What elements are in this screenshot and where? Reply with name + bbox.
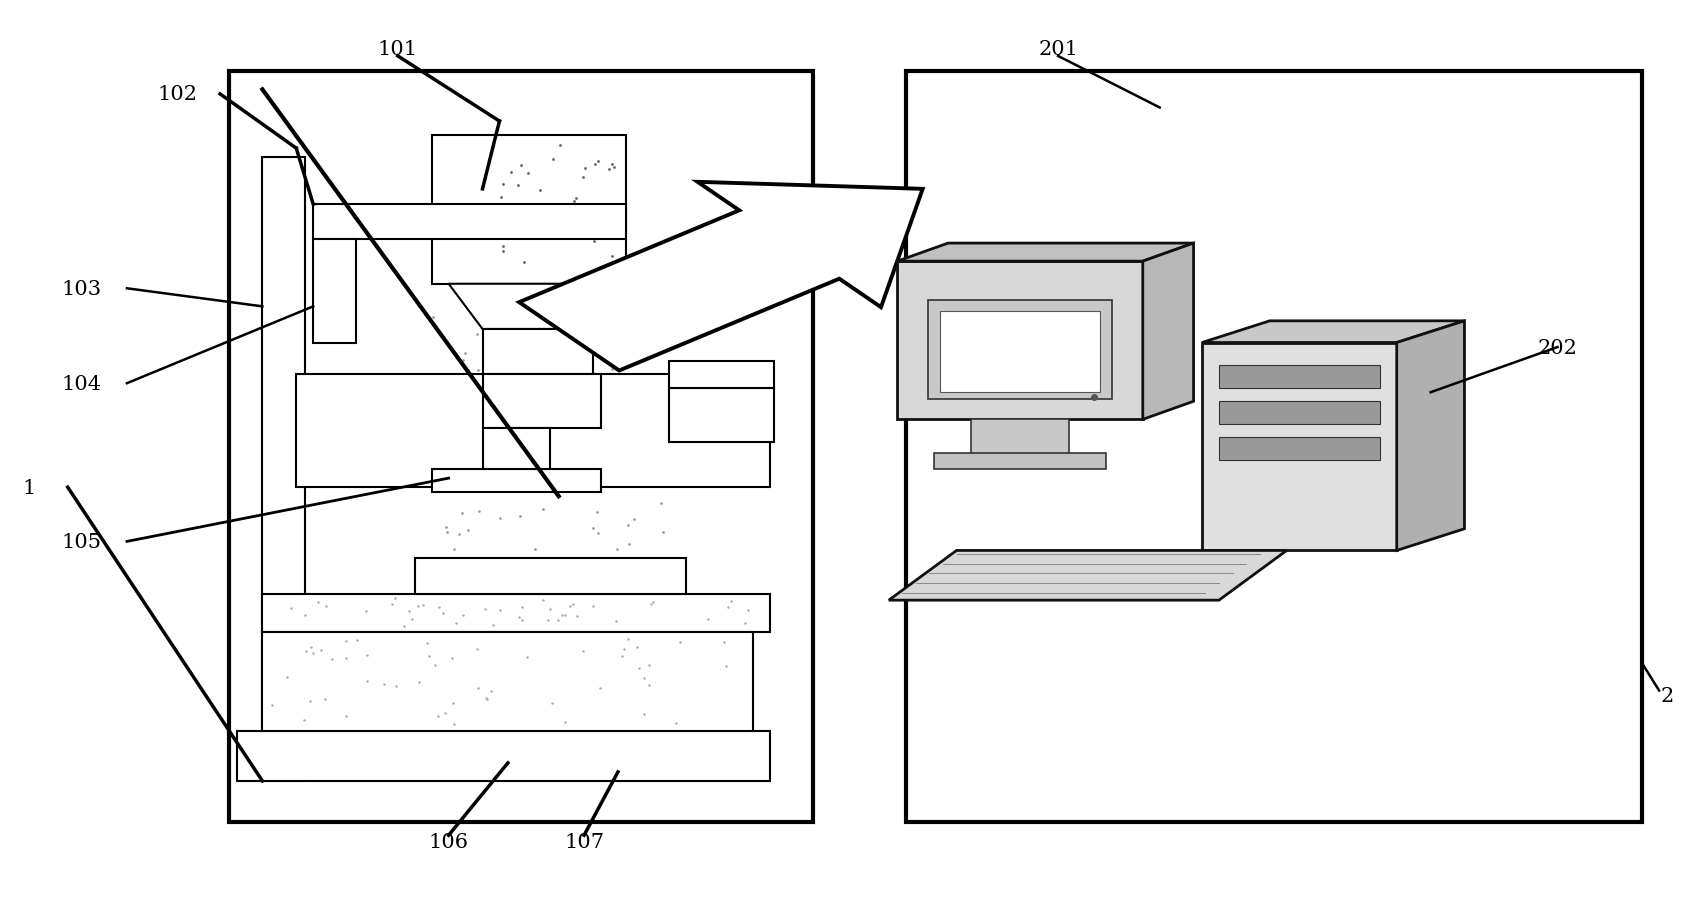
Polygon shape [897, 244, 1194, 262]
Text: 106: 106 [428, 832, 469, 852]
Text: 2: 2 [1661, 685, 1674, 705]
Bar [935, 453, 1106, 470]
Text: 1: 1 [22, 478, 36, 498]
Bar [229, 72, 813, 822]
Bar [262, 158, 305, 781]
Bar [1219, 438, 1380, 461]
Bar [415, 558, 686, 594]
Polygon shape [1397, 321, 1464, 551]
Text: 104: 104 [61, 374, 102, 394]
Bar [1219, 366, 1380, 388]
Text: 202: 202 [1537, 338, 1578, 358]
Polygon shape [449, 284, 626, 330]
Bar [262, 632, 753, 731]
Bar [483, 330, 593, 375]
Bar [313, 239, 356, 343]
Text: 105: 105 [61, 532, 102, 552]
Bar [262, 594, 770, 632]
Bar [928, 301, 1112, 400]
Bar [669, 388, 774, 442]
Bar [1219, 402, 1380, 424]
Text: 103: 103 [61, 279, 102, 299]
Bar [296, 375, 770, 488]
Bar [237, 731, 770, 781]
Polygon shape [520, 182, 923, 371]
Bar [669, 361, 774, 388]
Bar [897, 262, 1143, 420]
Bar [972, 420, 1070, 456]
Bar [483, 429, 550, 470]
Bar [483, 375, 601, 429]
Text: 102: 102 [157, 85, 198, 105]
Polygon shape [1143, 244, 1194, 420]
Bar [432, 135, 626, 284]
Bar [432, 470, 601, 492]
Polygon shape [889, 551, 1287, 600]
Polygon shape [1202, 321, 1464, 343]
Text: 107: 107 [564, 832, 604, 852]
Bar [906, 72, 1642, 822]
Bar [1202, 343, 1397, 551]
Text: 101: 101 [378, 40, 418, 60]
Text: 201: 201 [1038, 40, 1078, 60]
Bar [940, 312, 1100, 393]
Bar [313, 205, 626, 239]
